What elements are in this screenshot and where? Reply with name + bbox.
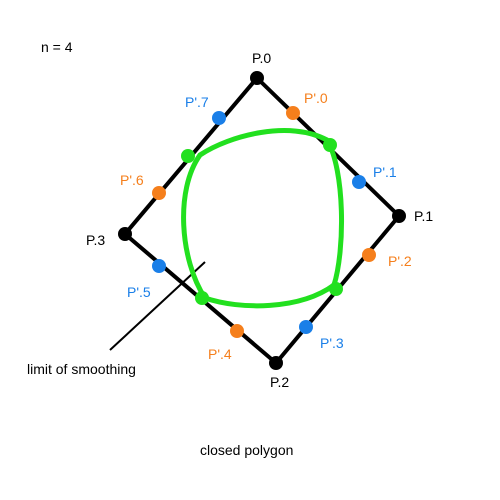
subdivision-point-7: [212, 111, 226, 125]
annotation-limit-of-smoothing: limit of smoothing: [27, 361, 136, 377]
subdivision-label-7: P'.7: [185, 94, 209, 110]
subdivision-point-4: [230, 324, 244, 338]
subdivision-label-4: P'.4: [208, 346, 232, 362]
vertex-points-group: [118, 71, 406, 370]
vertex-label-0: P.0: [252, 50, 271, 66]
vertex-point-3: [118, 227, 132, 241]
annotation-pointer-line: [109, 261, 206, 351]
subdivision-label-1: P'.1: [373, 164, 397, 180]
control-polygon: [123, 76, 401, 365]
vertex-label-2: P.2: [270, 374, 289, 390]
subdivision-point-2: [362, 248, 376, 262]
vertex-point-1: [392, 209, 406, 223]
subdivision-label-3: P'.3: [320, 335, 344, 351]
subdivision-label-6: P'.6: [120, 172, 144, 188]
subdivision-label-2: P'.2: [388, 253, 412, 269]
diagram-caption: closed polygon: [200, 442, 293, 458]
curve-point-3: [181, 149, 195, 163]
subdivision-points-group: [152, 106, 376, 338]
limit-curve: [181, 128, 345, 309]
vertex-point-0: [250, 71, 264, 85]
point-labels-group: P'.0 P'.1 P'.2 P'.3 P'.4 P'.5 P'.6 P'.7 P.0 P.1 P.…: [86, 50, 433, 390]
subdivision-point-3: [299, 320, 313, 334]
curve-point-1: [329, 282, 343, 296]
n-label: n = 4: [41, 39, 73, 55]
subdivision-point-6: [152, 186, 166, 200]
vertex-label-1: P.1: [414, 208, 433, 224]
subdivision-label-0: P'.0: [304, 90, 328, 106]
curve-points-group: [181, 138, 343, 305]
subdivision-point-5: [152, 259, 166, 273]
curve-point-0: [323, 138, 337, 152]
vertex-label-3: P.3: [86, 232, 105, 248]
subdivision-point-1: [352, 175, 366, 189]
vertex-point-2: [269, 356, 283, 370]
curve-point-2: [195, 291, 209, 305]
subdivision-label-5: P'.5: [127, 284, 151, 300]
subdivision-point-0: [286, 106, 300, 120]
